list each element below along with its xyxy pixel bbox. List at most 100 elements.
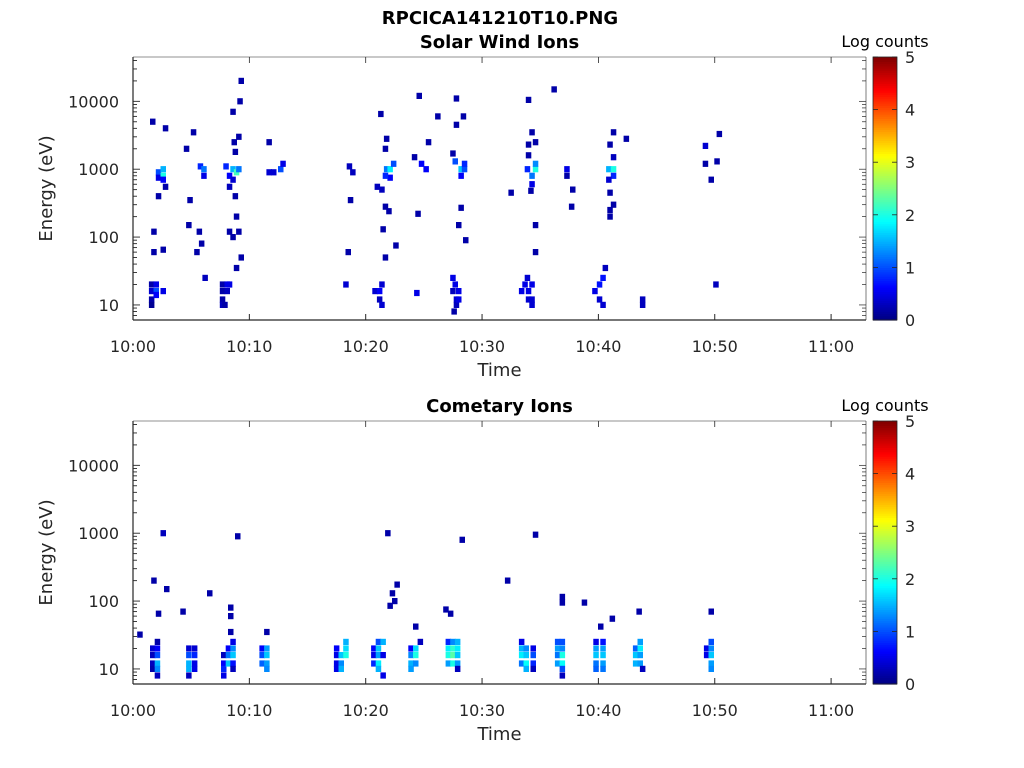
colorbar-segment — [873, 539, 897, 543]
heatmap-cell — [150, 645, 156, 652]
heatmap-cell — [454, 660, 461, 667]
colorbar-segment — [873, 252, 897, 255]
heatmap-cell — [702, 160, 709, 167]
colorbar-segment — [873, 469, 897, 473]
colorbar-segment — [873, 585, 897, 589]
heatmap-cell — [224, 288, 230, 295]
colorbar-segment — [873, 298, 897, 301]
heatmap-cell — [154, 665, 161, 672]
heatmap-cell — [713, 281, 719, 288]
heatmap-cell — [453, 95, 460, 102]
colorbar-segment — [873, 488, 897, 492]
heatmap-cell — [708, 652, 714, 659]
colorbar-frame — [872, 420, 898, 685]
heatmap-cell — [703, 645, 710, 652]
heatmap-cell — [408, 660, 414, 667]
colorbar-segment — [873, 67, 897, 71]
heatmap-cell — [607, 206, 613, 214]
heatmap-cell — [271, 169, 277, 176]
heatmap-cell — [333, 665, 340, 672]
colorbar-segment — [873, 633, 897, 637]
heatmap-cell — [387, 166, 393, 173]
heatmap-cell — [454, 638, 461, 645]
x-tick-label: 10:10 — [226, 701, 272, 720]
colorbar-segment — [873, 679, 897, 683]
heatmap-cell — [703, 652, 710, 659]
heatmap-cell — [155, 610, 162, 617]
heatmap-cell — [194, 249, 200, 256]
colorbar-segment — [873, 249, 897, 253]
heatmap-cell — [221, 672, 227, 679]
heatmap-cell — [225, 660, 232, 667]
heatmap-cell — [702, 142, 709, 149]
heatmap-cell — [380, 226, 386, 233]
x-tick-label: 10:30 — [459, 701, 505, 720]
heatmap-cell — [637, 652, 643, 659]
x-tick-label: 10:00 — [110, 337, 156, 356]
colorbar-segment — [873, 589, 897, 593]
heatmap-cell — [202, 274, 208, 281]
heatmap-cell — [232, 193, 239, 200]
heatmap-cell — [380, 652, 386, 659]
colorbar-segment — [873, 273, 897, 277]
heatmap-cell — [413, 660, 419, 667]
colorbar-segment — [873, 611, 897, 615]
colorbar-segment — [873, 440, 897, 444]
heatmap-cell — [230, 166, 236, 173]
heatmap-cell — [154, 645, 161, 652]
colorbar-segment — [873, 89, 897, 93]
heatmap-cell — [413, 623, 419, 630]
colorbar-segment — [873, 495, 897, 499]
colorbar-tick-label: 5 — [905, 412, 915, 431]
heatmap-cell — [371, 652, 377, 659]
colorbar-segment — [873, 545, 897, 549]
heatmap-cell — [383, 166, 390, 173]
heatmap-cell — [461, 160, 468, 167]
heatmap-cell — [570, 186, 576, 193]
heatmap-cell — [264, 628, 270, 636]
heatmap-cell — [600, 660, 606, 667]
colorbar-segment — [873, 631, 897, 635]
colorbar-segment — [873, 140, 897, 144]
colorbar-segment — [873, 269, 897, 273]
colorbar-segment — [873, 491, 897, 494]
heatmap-cell — [155, 174, 162, 181]
heatmap-cell — [452, 281, 458, 288]
heatmap-cell — [186, 660, 192, 667]
heatmap-cell — [186, 665, 192, 672]
colorbar-segment — [873, 302, 897, 306]
heatmap-cell — [186, 645, 192, 652]
heatmap-cell — [183, 145, 190, 152]
colorbar-segment — [873, 534, 897, 538]
heatmap-cell — [602, 264, 609, 272]
heatmap-cell — [418, 160, 425, 167]
heatmap-cell — [235, 533, 241, 540]
colorbar-tick-label: 5 — [905, 48, 915, 67]
colorbar-segment — [873, 138, 897, 141]
colorbar-segment — [873, 190, 897, 194]
colorbar-segment — [873, 644, 897, 648]
heatmap-cell — [530, 652, 536, 659]
heatmap-cell — [375, 665, 382, 672]
heatmap-cell — [639, 665, 646, 672]
heatmap-cell — [518, 660, 525, 667]
heatmap-cell — [221, 665, 227, 672]
heatmap-cell — [554, 638, 561, 645]
colorbar-segment — [873, 543, 897, 547]
colorbar-segment — [873, 81, 897, 84]
heatmap-cell — [454, 665, 461, 672]
colorbar-segment — [873, 493, 897, 497]
heatmap-cell — [632, 645, 639, 652]
colorbar-segment — [873, 653, 897, 657]
colorbar-segment — [873, 135, 897, 139]
colorbar-segment — [873, 576, 897, 580]
colorbar-segment — [873, 460, 897, 464]
colorbar-segment — [873, 263, 897, 266]
colorbar-segment — [873, 129, 897, 133]
heatmap-cell — [338, 665, 344, 672]
heatmap-cell — [345, 249, 351, 256]
colorbar-segment — [873, 497, 897, 501]
colorbar-segment — [873, 528, 897, 532]
colorbar-segment — [873, 524, 897, 527]
